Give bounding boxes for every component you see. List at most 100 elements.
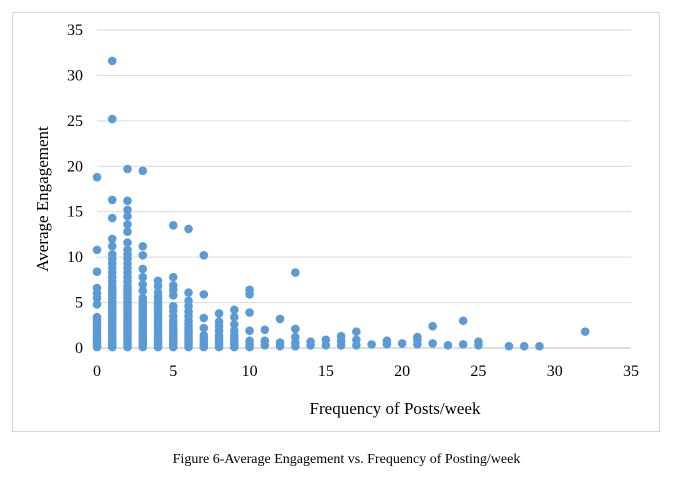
data-point <box>138 166 148 176</box>
data-point <box>245 326 254 336</box>
data-point <box>230 320 239 329</box>
data-point <box>138 251 148 260</box>
data-point <box>336 331 346 341</box>
data-point <box>153 276 163 286</box>
x-tick-label: 0 <box>93 363 101 380</box>
data-point <box>275 314 285 324</box>
data-point <box>474 337 483 346</box>
data-points <box>92 56 590 352</box>
data-point <box>92 172 102 182</box>
data-point <box>245 285 254 295</box>
data-point <box>214 317 224 326</box>
data-point <box>352 335 361 345</box>
gridlines <box>97 29 631 304</box>
data-point <box>458 340 468 349</box>
data-point <box>199 330 209 340</box>
data-point <box>92 283 102 293</box>
x-tick-label: 10 <box>242 363 258 380</box>
data-point <box>321 335 331 345</box>
data-point <box>92 312 102 322</box>
data-point <box>230 312 239 322</box>
data-point <box>291 324 300 334</box>
data-point <box>138 280 148 289</box>
x-tick-label: 15 <box>318 363 334 380</box>
y-tick-label: 25 <box>67 113 83 130</box>
data-point <box>92 245 102 255</box>
y-tick-label: 5 <box>75 295 83 312</box>
data-point <box>123 205 132 215</box>
data-point <box>107 241 117 251</box>
data-point <box>199 251 209 260</box>
data-point <box>107 114 117 124</box>
y-tick-label: 10 <box>67 249 83 266</box>
x-tick-label: 5 <box>169 363 177 380</box>
x-axis-title: Frequency of Posts/week <box>310 399 481 418</box>
data-point <box>107 56 117 66</box>
data-point <box>458 316 468 326</box>
data-point <box>107 234 117 244</box>
data-point <box>107 195 117 205</box>
data-point <box>168 281 178 290</box>
y-tick-label: 35 <box>67 22 83 39</box>
x-tick-label: 35 <box>623 363 639 380</box>
data-point <box>138 264 148 274</box>
data-point <box>580 327 590 336</box>
data-point <box>306 337 315 346</box>
data-point <box>123 196 132 206</box>
y-tick-label: 15 <box>67 204 83 221</box>
data-point <box>199 323 209 333</box>
data-point <box>367 340 376 349</box>
data-point <box>184 224 193 234</box>
data-point <box>123 245 132 255</box>
data-point <box>413 332 422 342</box>
data-point <box>230 305 239 315</box>
data-point <box>184 296 193 306</box>
data-point <box>199 290 209 299</box>
data-point <box>138 272 148 282</box>
data-point <box>107 250 117 259</box>
data-point <box>199 313 209 323</box>
data-point <box>352 327 361 336</box>
y-tick-label: 0 <box>75 340 83 357</box>
data-point <box>535 341 544 351</box>
data-point <box>260 325 270 335</box>
data-point <box>519 341 529 351</box>
data-point <box>168 301 178 311</box>
data-point <box>123 227 132 237</box>
data-point <box>382 336 392 346</box>
x-tick-label: 25 <box>470 363 486 380</box>
data-point <box>214 309 224 318</box>
data-point <box>275 338 285 347</box>
data-point <box>92 300 102 309</box>
data-point <box>138 293 148 303</box>
figure-caption: Figure 6-Average Engagement vs. Frequenc… <box>172 452 521 467</box>
data-point <box>168 221 178 230</box>
data-point <box>504 341 514 351</box>
data-point <box>138 286 148 296</box>
data-point <box>184 288 193 297</box>
x-tick-label: 20 <box>394 363 410 380</box>
data-point <box>168 272 178 282</box>
data-point <box>123 164 132 174</box>
chart-frame <box>12 12 660 432</box>
data-point <box>428 321 437 331</box>
scatter-chart: 0 5 10 15 20 25 30 35 0 5 10 15 20 25 30 35 Frequency o… <box>33 22 639 418</box>
data-point <box>138 241 148 251</box>
data-point <box>123 220 132 229</box>
data-point <box>245 336 254 346</box>
tick-labels: 0 5 10 15 20 25 30 35 0 5 10 15 20 25 30 35 <box>67 22 639 380</box>
y-tick-label: 20 <box>67 158 83 175</box>
y-tick-label: 30 <box>67 67 83 84</box>
data-point <box>107 213 117 223</box>
data-point <box>397 339 407 348</box>
data-point <box>291 332 300 342</box>
data-point <box>230 326 239 336</box>
data-point <box>443 340 453 350</box>
data-point <box>291 268 300 277</box>
data-point <box>245 308 254 317</box>
data-point <box>260 336 270 346</box>
data-point <box>153 288 163 297</box>
data-point <box>428 339 437 348</box>
y-axis-title: Average Engagement <box>33 126 52 272</box>
x-tick-label: 30 <box>547 363 563 380</box>
